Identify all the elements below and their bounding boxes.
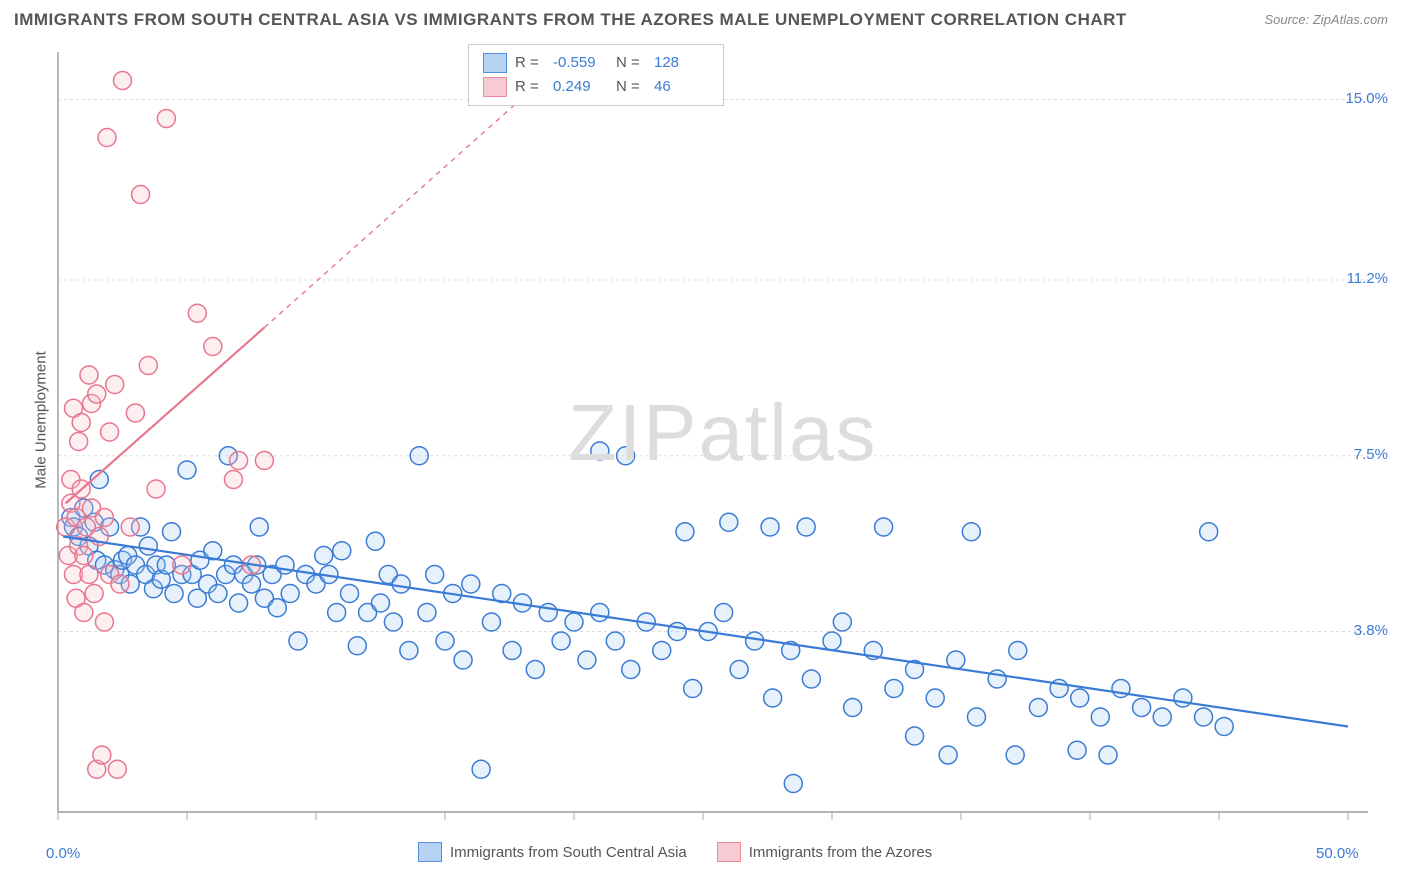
- legend-series-label: Immigrants from the Azores: [749, 844, 932, 861]
- scatter-chart-svg: [48, 42, 1388, 842]
- y-tick-label: 3.8%: [1328, 622, 1388, 639]
- y-tick-label: 15.0%: [1328, 90, 1388, 107]
- chart-title: IMMIGRANTS FROM SOUTH CENTRAL ASIA VS IM…: [14, 10, 1127, 30]
- legend-series-label: Immigrants from South Central Asia: [450, 844, 687, 861]
- legend-correlation-box: R =-0.559N =128R =0.249N =46: [468, 44, 724, 106]
- source-attribution: Source: ZipAtlas.com: [1264, 12, 1388, 27]
- legend-correlation-row: R =-0.559N =128: [483, 51, 709, 75]
- legend-swatch: [483, 53, 507, 73]
- legend-swatch: [418, 842, 442, 862]
- y-axis-label: Male Unemployment: [32, 351, 49, 489]
- x-axis-end-label: 50.0%: [1316, 845, 1359, 862]
- legend-series-names: Immigrants from South Central Asia Immigr…: [418, 842, 932, 862]
- y-tick-label: 7.5%: [1328, 446, 1388, 463]
- y-tick-label: 11.2%: [1328, 270, 1388, 287]
- plot-area: ZIPatlas R =-0.559N =128R =0.249N =46 3.…: [48, 42, 1388, 842]
- legend-correlation-row: R =0.249N =46: [483, 75, 709, 99]
- legend-swatch: [717, 842, 741, 862]
- legend-swatch: [483, 77, 507, 97]
- legend-series-item: Immigrants from South Central Asia: [418, 842, 687, 862]
- x-axis-origin-label: 0.0%: [46, 845, 80, 862]
- legend-series-item: Immigrants from the Azores: [717, 842, 932, 862]
